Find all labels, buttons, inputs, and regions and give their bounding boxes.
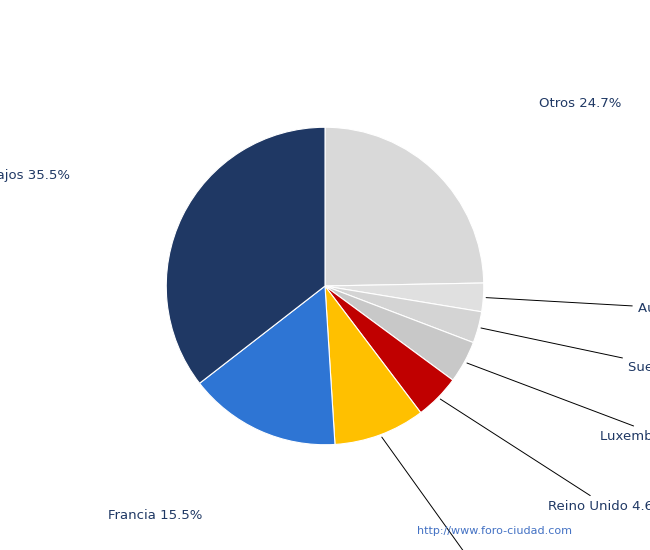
Wedge shape	[325, 286, 482, 343]
Text: Países Bajos 35.5%: Países Bajos 35.5%	[0, 169, 70, 182]
Wedge shape	[200, 286, 335, 445]
Wedge shape	[325, 286, 473, 380]
Text: Alemania 9.3%: Alemania 9.3%	[382, 437, 534, 550]
Wedge shape	[325, 286, 453, 412]
Wedge shape	[325, 286, 421, 444]
Text: Reino Unido 4.6%: Reino Unido 4.6%	[440, 399, 650, 513]
Wedge shape	[166, 127, 325, 383]
Text: Suecia 3.2%: Suecia 3.2%	[481, 328, 650, 375]
Text: Francia 15.5%: Francia 15.5%	[108, 509, 202, 522]
Text: Otros 24.7%: Otros 24.7%	[539, 97, 621, 110]
Wedge shape	[325, 127, 484, 286]
Text: Andújar - Turistas extranjeros según país - Octubre de 2024: Andújar - Turistas extranjeros según paí…	[45, 10, 605, 29]
Text: Austria 2.9%: Austria 2.9%	[486, 298, 650, 315]
Wedge shape	[325, 283, 484, 312]
Text: http://www.foro-ciudad.com: http://www.foro-ciudad.com	[417, 526, 571, 536]
Text: Luxemburgo 4.3%: Luxemburgo 4.3%	[467, 363, 650, 443]
